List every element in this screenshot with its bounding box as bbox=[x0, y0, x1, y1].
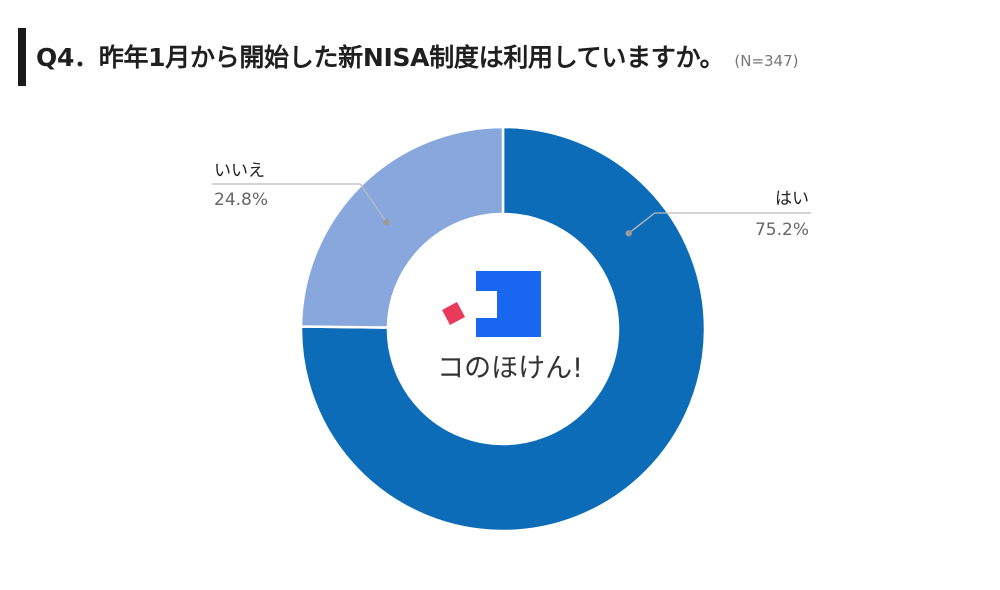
brand-logo: コのほけん! bbox=[437, 271, 583, 384]
leader-line-no bbox=[359, 183, 387, 223]
sample-size: (N=347) bbox=[734, 52, 799, 70]
title-accent-bar bbox=[18, 28, 26, 86]
logo-red-mark bbox=[442, 302, 465, 325]
donut-slice-yes bbox=[299, 125, 707, 533]
chart-title-text: Q4．昨年1月から開始した新NISA制度は利用していますか。 bbox=[36, 43, 725, 72]
chart-title: Q4．昨年1月から開始した新NISA制度は利用していますか。 (N=347) bbox=[36, 38, 799, 74]
logo-blue-mark bbox=[476, 271, 541, 337]
slice-value-yes: 75.2% bbox=[755, 220, 809, 240]
leader-dot-yes bbox=[625, 230, 632, 237]
slice-value-no: 24.8% bbox=[214, 190, 268, 210]
leader-dot-no bbox=[383, 219, 390, 226]
donut-slices bbox=[299, 125, 707, 533]
brand-name: コのほけん! bbox=[437, 353, 583, 384]
slice-label-no: いいえ bbox=[214, 161, 265, 181]
donut-slice-no bbox=[299, 125, 505, 329]
leader-line-yes bbox=[628, 212, 656, 234]
slice-label-yes: はい bbox=[775, 189, 809, 209]
